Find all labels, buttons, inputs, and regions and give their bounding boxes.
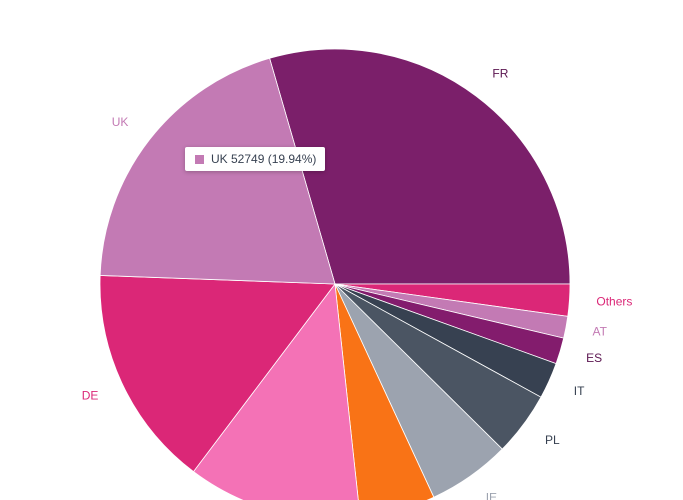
slice-label-at: AT (593, 324, 608, 338)
slice-label-de: DE (82, 389, 99, 403)
slice-label-uk: UK (112, 115, 129, 129)
pie-slices (99, 48, 571, 500)
pie-slice-unlabeled-7[interactable] (334, 283, 435, 500)
pie-slice-uk[interactable] (99, 57, 336, 285)
tooltip-swatch (195, 154, 204, 164)
pie-slice-unlabeled-8[interactable] (192, 282, 360, 500)
pie-slice-de[interactable] (99, 275, 336, 473)
slice-label-it: IT (574, 384, 585, 398)
slice-label-fr: FR (492, 67, 508, 81)
pie-slice-fr[interactable] (269, 48, 571, 285)
tooltip-text: UK 52749 (19.94%) (211, 152, 317, 166)
tooltip: UK 52749 (19.94%) (185, 147, 326, 171)
slice-label-pl: PL (545, 433, 560, 447)
slice-label-ie: IE (486, 490, 497, 500)
slice-label-es: ES (586, 351, 602, 365)
slice-label-others: Others (596, 294, 632, 308)
pie-labels: FR Others AT ES IT PL IE DE UK (82, 67, 633, 500)
